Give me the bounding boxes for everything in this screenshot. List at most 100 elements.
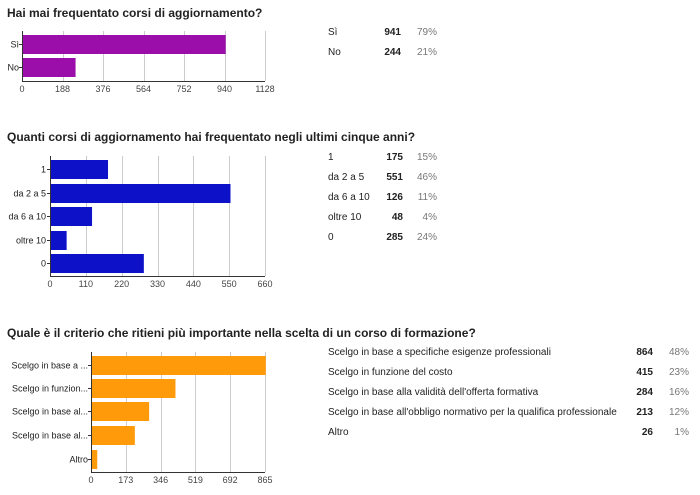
x-tick-label: 0	[47, 279, 52, 289]
summary-count: 244	[384, 47, 401, 58]
summary-percent: 12%	[668, 407, 689, 418]
summary-label: Scelgo in base a specifiche esigenze pro…	[328, 347, 551, 358]
category-label: Sì	[10, 40, 19, 50]
bar-3	[92, 402, 150, 421]
summary-row: Scelgo in base all'obbligo normativo per…	[328, 403, 689, 423]
x-tick-label: 110	[79, 279, 93, 289]
category-label: Scelgo in funzion...	[12, 384, 88, 394]
category-label: Scelgo in base a ...	[11, 361, 88, 371]
summary-percent: 21%	[416, 47, 437, 58]
category-label: Altro	[69, 455, 88, 465]
summary-count: 864	[636, 347, 653, 358]
summary-label: Sì	[328, 27, 338, 38]
summary-label: No	[328, 47, 341, 58]
summary-percent: 24%	[416, 232, 437, 243]
category-label: da 6 a 10	[8, 212, 46, 222]
x-tick-label: 550	[222, 279, 237, 289]
summary-count: 48	[391, 212, 403, 223]
summary-row: 0 285 24%	[328, 228, 437, 248]
summary-label: Altro	[328, 427, 349, 438]
summary-table-1: Sì 941 79% No 244 21%	[328, 23, 437, 63]
summary-label: oltre 10	[328, 212, 362, 223]
summary-percent: 48%	[668, 347, 689, 358]
summary-percent: 79%	[416, 27, 437, 38]
bar-1	[92, 356, 266, 375]
summary-row: Scelgo in base a specifiche esigenze pro…	[328, 343, 689, 363]
bar-5	[51, 254, 144, 273]
summary-count: 175	[386, 152, 403, 163]
category-label: da 2 a 5	[13, 189, 46, 199]
summary-label: da 6 a 10	[328, 192, 370, 203]
question-title-2: Quanti corsi di aggiornamento hai freque…	[7, 130, 416, 144]
bar-4	[92, 426, 135, 445]
summary-table-3: Scelgo in base a specifiche esigenze pro…	[328, 343, 689, 443]
bar-4	[51, 231, 67, 250]
x-tick-label: 1128	[255, 84, 274, 94]
bar-2	[51, 184, 231, 203]
question-title-1: Hai mai frequentato corsi di aggiornamen…	[7, 6, 263, 20]
summary-count: 26	[641, 427, 653, 438]
x-tick-label: 346	[153, 475, 168, 485]
bar-chart-1: 0 188 376 564 752 940 1128 Sì No	[7, 31, 275, 94]
summary-row: da 2 a 5 551 46%	[328, 168, 437, 188]
x-tick-label: 173	[118, 475, 133, 485]
x-tick-label: 376	[95, 84, 110, 94]
x-tick-label: 188	[55, 84, 70, 94]
category-label: Scelgo in base al...	[12, 407, 88, 417]
summary-percent: 23%	[668, 367, 689, 378]
summary-row: Sì 941 79%	[328, 23, 437, 43]
summary-percent: 11%	[417, 192, 437, 203]
summary-row: Altro 26 1%	[328, 423, 689, 443]
bar-2	[23, 58, 76, 77]
bar-chart-2: 0 110 220 330 440 550 660 1 da 2 a 5 da 6 a 10 olt…	[8, 156, 273, 289]
x-tick-label: 0	[88, 475, 93, 485]
summary-percent: 15%	[416, 152, 437, 163]
summary-count: 213	[636, 407, 653, 418]
summary-percent: 1%	[674, 427, 689, 438]
question-title-3: Quale è il criterio che ritieni più impo…	[7, 326, 476, 340]
x-tick-label: 220	[114, 279, 129, 289]
summary-row: No 244 21%	[328, 43, 437, 63]
summary-label: Scelgo in funzione del costo	[328, 367, 453, 378]
x-tick-label: 752	[176, 84, 191, 94]
summary-label: Scelgo in base all'obbligo normativo per…	[328, 407, 617, 418]
bar-1	[51, 160, 109, 179]
x-tick-label: 660	[257, 279, 272, 289]
summary-count: 415	[636, 367, 653, 378]
summary-label: 0	[328, 232, 334, 243]
summary-row: 1 175 15%	[328, 148, 437, 168]
x-tick-label: 940	[217, 84, 232, 94]
summary-percent: 16%	[668, 387, 689, 398]
summary-row: Scelgo in base alla validità dell'offert…	[328, 383, 689, 403]
category-label: No	[7, 63, 19, 73]
x-tick-label: 564	[136, 84, 151, 94]
bar-3	[51, 207, 93, 226]
summary-row: oltre 10 48 4%	[328, 208, 437, 228]
summary-count: 941	[384, 27, 401, 38]
x-tick-label: 519	[188, 475, 203, 485]
x-tick-label: 0	[19, 84, 24, 94]
category-label: Scelgo in base al...	[12, 431, 88, 441]
summary-percent: 46%	[416, 172, 437, 183]
category-label: 1	[41, 165, 46, 175]
summary-row: Scelgo in funzione del costo 415 23%	[328, 363, 689, 383]
category-label: 0	[41, 259, 46, 269]
summary-count: 284	[636, 387, 653, 398]
x-tick-label: 865	[257, 475, 272, 485]
category-label: oltre 10	[16, 236, 46, 246]
bar-2	[92, 379, 176, 398]
x-tick-label: 440	[186, 279, 201, 289]
summary-label: Scelgo in base alla validità dell'offert…	[328, 387, 539, 398]
summary-label: 1	[328, 152, 334, 163]
summary-count: 551	[386, 172, 403, 183]
summary-label: da 2 a 5	[328, 172, 365, 183]
x-tick-label: 692	[223, 475, 238, 485]
summary-table-2: 1 175 15% da 2 a 5 551 46% da 6 a 10 126 11% oltr…	[328, 148, 437, 248]
summary-count: 126	[386, 192, 403, 203]
summary-percent: 4%	[422, 212, 437, 223]
bar-1	[23, 35, 226, 54]
x-tick-label: 330	[150, 279, 165, 289]
summary-count: 285	[386, 232, 403, 243]
summary-row: da 6 a 10 126 11%	[328, 188, 437, 208]
